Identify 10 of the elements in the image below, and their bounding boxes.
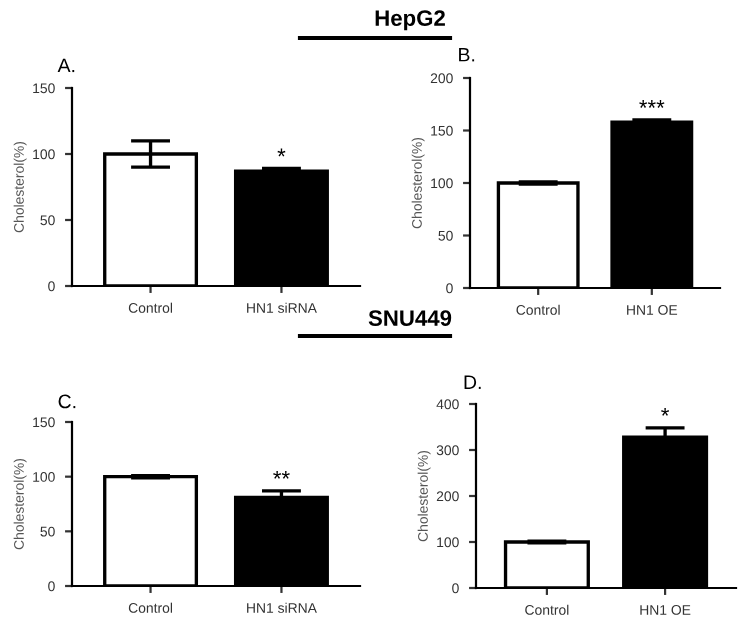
text: HepG2 bbox=[375, 10, 445, 31]
annotation: * bbox=[277, 148, 286, 157]
annotation: *** bbox=[639, 100, 665, 108]
text: SNU449 bbox=[368, 310, 452, 326]
chart-title: B. bbox=[459, 47, 475, 62]
annotation: ** bbox=[273, 470, 290, 479]
chart-title: D. bbox=[464, 375, 481, 389]
chart-title: A. bbox=[57, 58, 75, 73]
chart-title: C. bbox=[58, 394, 76, 409]
annotation: * bbox=[661, 408, 670, 416]
